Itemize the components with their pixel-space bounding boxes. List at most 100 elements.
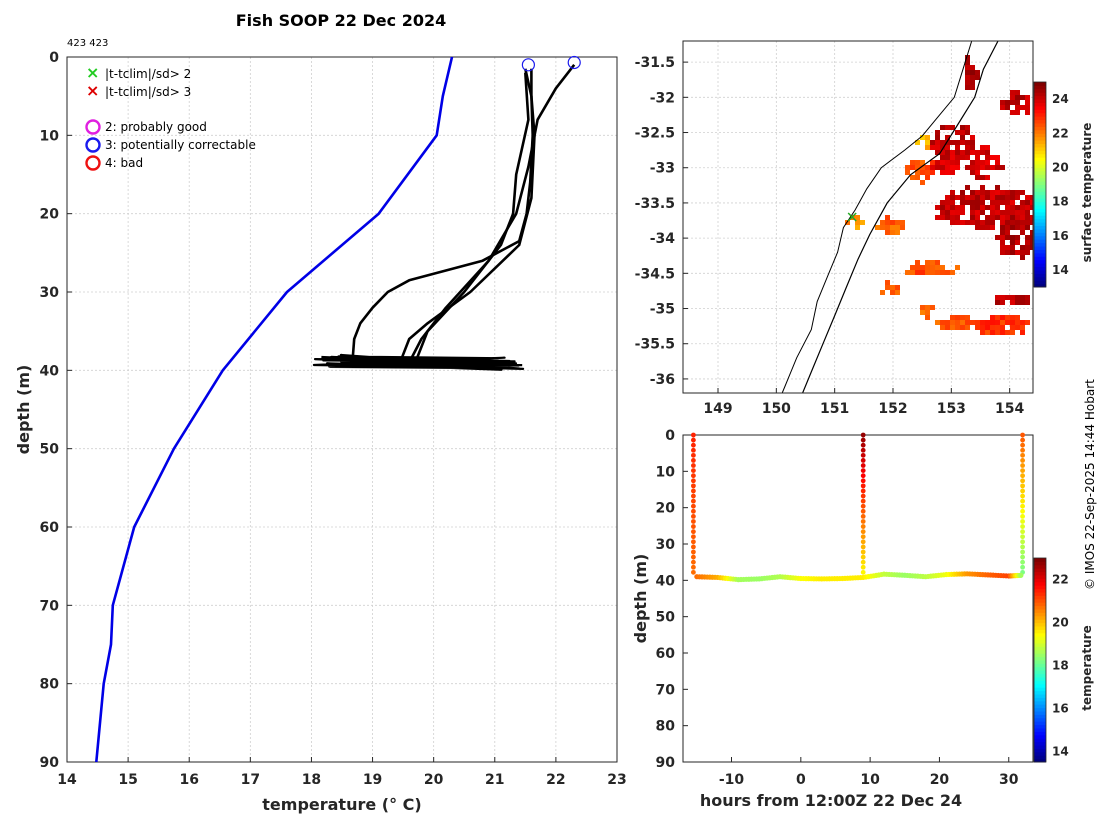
profile-point [1020,473,1026,479]
sst-pixel [955,210,960,215]
section-y-tick-label: 60 [656,646,676,662]
sst-pixel [1025,245,1030,250]
profile-point [860,503,866,509]
sst-pixel [1020,215,1025,220]
sst-pixel [990,220,995,225]
y-tick-label: 40 [40,363,60,379]
section-colorbar-segment [1034,666,1046,671]
sst-pixel [995,295,1000,300]
sst-pixel [990,210,995,215]
section-x-tick-label: 30 [999,772,1019,788]
sst-pixel [1005,245,1010,250]
sst-pixel [965,155,970,160]
sst-pixel [1010,205,1015,210]
x-axis-label: temperature (° C) [262,795,421,814]
sst-pixel [1020,255,1025,260]
sst-pixel [970,65,975,70]
profile-point [1020,447,1026,453]
sst-pixel [995,325,1000,330]
map-content [781,41,1033,393]
sst-pixel [960,205,965,210]
sst-pixel [1005,215,1010,220]
map-colorbar-segment [1034,146,1046,151]
sst-pixel [980,225,985,230]
sst-pixel [970,200,975,205]
profile-point [860,437,866,443]
map-colorbar-segment [1034,157,1046,162]
sst-pixel [970,70,975,75]
sst-pixel [995,155,1000,160]
sst-pixel [950,205,955,210]
map-colorbar-segment [1034,82,1046,86]
sst-pixel [945,125,950,130]
profile-point [860,508,866,514]
sst-pixel [1015,250,1020,255]
profile-line [349,68,535,363]
sst-pixel [960,325,965,330]
profile-line [414,72,530,363]
sst-pixel [985,150,990,155]
y-tick-label: 90 [40,755,60,771]
sst-pixel [910,175,915,180]
section-colorbar-segment [1034,683,1046,688]
map-colorbar-segment [1034,133,1046,138]
profile-point [690,513,696,519]
map-colorbar-segment [1034,170,1046,175]
section-colorbar-segment [1034,595,1046,600]
map-colorbar-segment [1034,191,1046,196]
sst-pixel [1025,215,1030,220]
section-y-axis-label: depth (m) [631,554,650,644]
sst-pixel [1025,210,1030,215]
map-x-tick-label: 154 [995,401,1024,417]
sst-pixel [945,165,950,170]
section-colorbar-segment [1034,751,1046,756]
profile-point [1020,483,1026,489]
sst-pixel [945,135,950,140]
sst-pixel [975,70,980,75]
profile-point [1020,442,1026,448]
map-colorbar-tick-label: 24 [1052,92,1069,106]
sst-pixel [950,320,955,325]
sst-pixel [1020,95,1025,100]
profile-point [690,432,696,438]
sst-pixel [940,125,945,130]
section-colorbar-segment [1034,673,1046,678]
profile-point [690,534,696,540]
profile-point [860,458,866,463]
sst-pixel [975,320,980,325]
map-colorbar-segment [1034,194,1046,199]
map-colorbar-tick-label: 20 [1052,160,1069,174]
sst-pixel [975,155,980,160]
profile-point [860,463,866,468]
sst-pixel [955,145,960,150]
sst-pixel [895,225,900,230]
sst-pixel [1010,95,1015,100]
sst-pixel [995,215,1000,220]
sst-pixel [1000,320,1005,325]
sst-pixel [950,220,955,225]
sst-pixel [935,130,940,135]
map-colorbar-segment [1034,218,1046,223]
sst-pixel [965,320,970,325]
sst-pixel [955,205,960,210]
profile-point [690,488,696,494]
section-y-tick-label: 80 [656,719,676,735]
sst-pixel [975,190,980,195]
sst-pixel [995,160,1000,165]
sst-pixel [985,155,990,160]
sst-pixel [935,150,940,155]
sst-pixel [940,265,945,270]
sst-pixel [1000,200,1005,205]
profile-point [690,508,696,514]
profile-point [860,519,866,524]
profile-point [1020,468,1026,474]
sst-pixel [980,160,985,165]
sst-pixel [970,85,975,90]
sst-pixel [990,200,995,205]
sst-pixel [940,145,945,150]
sst-pixel [905,270,910,275]
sst-pixel [955,265,960,270]
section-colorbar-segment [1034,745,1046,749]
map-colorbar-segment [1034,181,1046,185]
sst-pixel [985,165,990,170]
